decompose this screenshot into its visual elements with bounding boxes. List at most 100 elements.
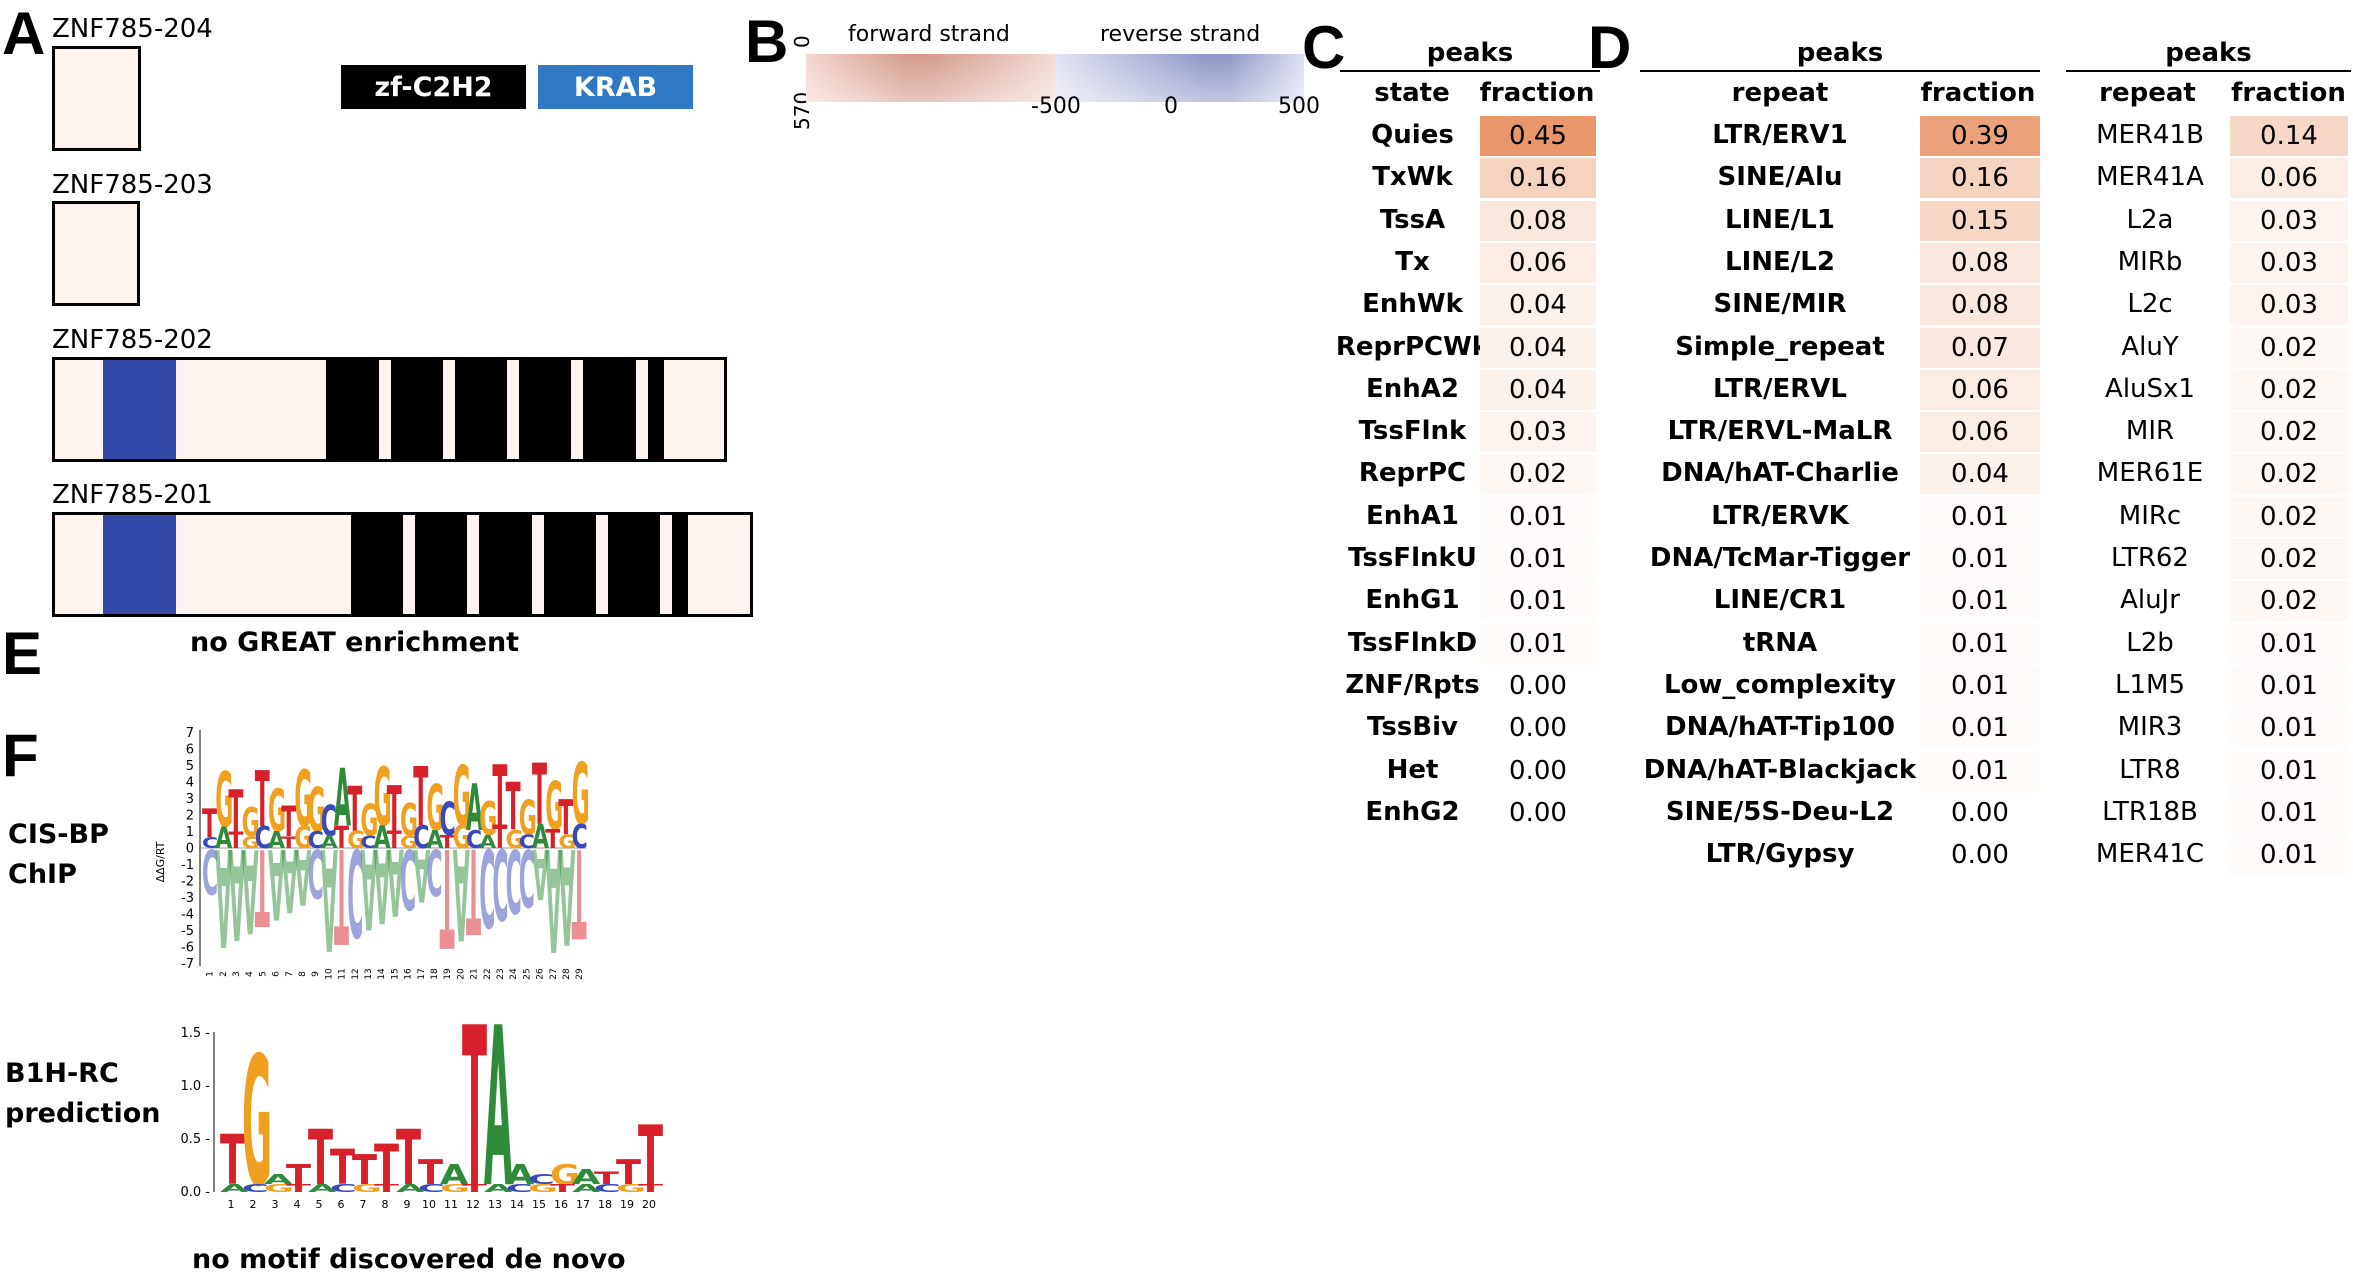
motif-letter: A [484,1182,512,1195]
x-tick-label: 7 [285,971,295,977]
x-tick-label: 11 [444,1198,458,1211]
panel-label-a: A [2,0,46,67]
table-cell-fraction: 0.01 [2230,623,2348,664]
x-tick-label: 1 [206,971,216,977]
motif-letter: C [594,1182,621,1195]
x-tick-label: -500 [1031,94,1081,119]
x-tick-label: 500 [1278,94,1320,119]
motif-letter: G [294,754,312,845]
y-tick-label: 1.0 - [181,1079,211,1094]
motif-letter: C [572,817,588,856]
motif-letter: A [374,820,391,856]
table-cell-fraction: 0.00 [1480,708,1596,749]
motif-letter: T [638,1182,664,1195]
motif-letter: G [550,1159,580,1191]
table-cell-fraction: 0.45 [1480,116,1596,156]
y-tick-label: 1.5 - [181,1026,211,1041]
motif-letter: T [558,789,573,846]
great-enrichment-text: no GREAT enrichment [190,627,520,658]
motif-letter: A [215,822,233,856]
table-row-label: tRNA [1742,627,1818,658]
motif-letter: C [330,1182,357,1195]
x-tick-label: 4 [245,971,255,977]
motif-letter: A [215,818,232,974]
motif-letter: A [484,1020,512,1220]
table-cell-fraction: 0.02 [2230,412,2348,453]
motif-letter: T [413,750,428,844]
table-cell-fraction: 0.06 [1480,242,1596,283]
motif-letter: T [374,1133,399,1196]
table-cell-fraction: 0.03 [2230,200,2348,241]
table-row-label: Simple_repeat [1675,331,1885,362]
table-row-label: LINE/CR1 [1713,585,1847,616]
x-tick-label: 6 [338,1198,345,1211]
table-row-label: TssBiv [1367,712,1458,743]
motif-letter: A [453,819,470,965]
motif-letter: C [308,827,324,854]
motif-letter: T [550,1182,576,1195]
table-cell-fraction: 0.02 [2230,496,2348,537]
motif-letter: G [528,1182,558,1195]
motif-letter: G [352,1182,382,1195]
x-tick-label: 16 [404,968,414,980]
motif-letter: A [242,822,259,957]
cisbp-label: CIS-BP [8,819,109,850]
x-tick-label: 12 [351,968,361,979]
x-tick-label: 22 [483,968,493,979]
motif-letter: G [616,1182,646,1195]
table-d-rule [1640,70,2040,72]
y-tick-label: 0 [186,842,194,857]
table-row-label: LINE/L1 [1725,204,1835,235]
table-cell-fraction: 0.00 [1480,792,1596,833]
b1h-label: B1H-RC [5,1058,119,1089]
table-row-label: MER41C [2095,839,2205,870]
x-tick-label: 15 [390,968,400,979]
zf-domain [351,515,403,614]
strand-heatmap [806,54,1304,102]
table-row-label: LTR/ERVL [1713,373,1847,404]
zf-domain [519,360,571,459]
panel-label-f: F [2,722,39,789]
x-tick-label: 20 [642,1198,656,1211]
motif-letter: A [440,1159,468,1191]
table-cell-fraction: 0.01 [1920,581,2040,622]
x-tick-label: 25 [522,968,532,979]
motif-letter: T [352,1147,377,1194]
motif-letter: G [374,752,392,845]
motif-letter: A [532,818,549,857]
table-row-label: DNA/hAT-Charlie [1661,458,1899,489]
table-cell-fraction: 0.07 [1920,327,2040,368]
table-row-label: MER41B [2096,120,2204,150]
table-d2-rule [2066,70,2351,72]
table-row-label: LTR62 [2111,543,2189,573]
y-tick-label: 2 [186,809,194,824]
y-tick-label: 5 [186,759,194,774]
motif-letter: T [466,822,481,958]
y-tick-label: -2 [181,875,194,890]
motif-letter: C [426,834,442,907]
table-row-label: Tx [1395,246,1430,277]
motif-letter: C [400,830,416,926]
motif-letter: T [594,1169,620,1188]
table-c-col-state: state [1374,78,1450,108]
motif-letter: A [387,828,404,935]
motif-letter: A [281,829,298,929]
reverse-strand-label: reverse strand [1100,22,1261,47]
table-row-label: AluSx1 [2105,373,2195,404]
y-tick-label: -4 [181,908,194,923]
motif-letter: T [532,748,547,845]
table-cell-fraction: 0.15 [1920,200,2040,241]
table-row-label: TssFlnkU [1348,543,1477,573]
table-row-label: TssA [1379,204,1446,235]
table-cell-fraction: 0.01 [1920,708,2040,749]
table-cell-fraction: 0.06 [2230,158,2348,199]
motif-letter: C [360,833,376,853]
motif-letter: T [418,1153,443,1193]
motif-letter: G [400,832,418,852]
table-cell-fraction: 0.06 [1920,412,2040,453]
x-tick-label: 7 [360,1198,367,1211]
table-row-label: ReprPCWk [1335,331,1490,362]
motif-letter: A [413,832,430,917]
table-cell-fraction: 0.03 [2230,242,2348,283]
zf-domain [455,360,507,459]
